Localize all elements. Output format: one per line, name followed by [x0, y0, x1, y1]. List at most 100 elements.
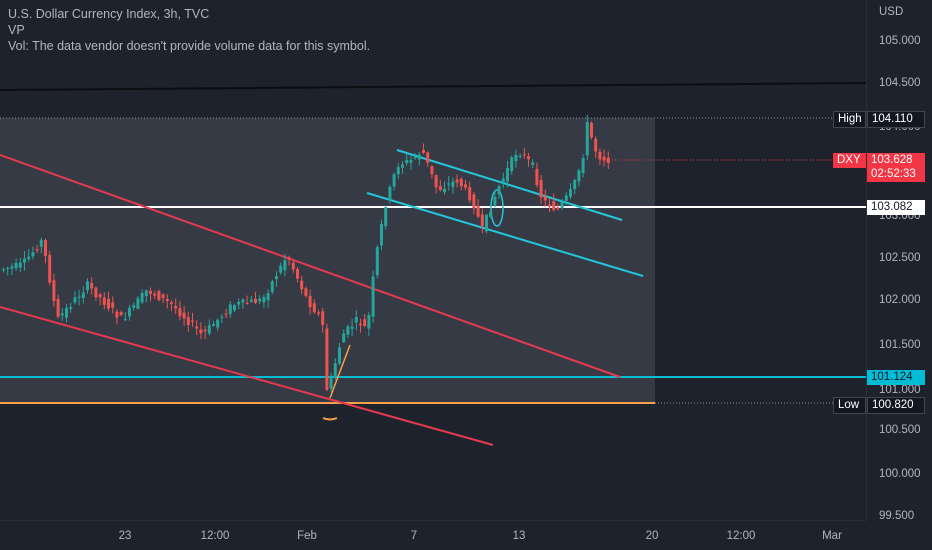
candle-body — [506, 168, 509, 182]
candle-body — [556, 207, 560, 209]
candle-body — [279, 265, 283, 273]
candle-body — [18, 262, 22, 268]
candle-body — [300, 280, 304, 290]
time-axis[interactable]: 23 12:00 Feb 7 13 20 12:00 Mar — [0, 520, 866, 550]
candle-body — [291, 262, 295, 270]
candle-body — [396, 167, 400, 175]
candle-body — [287, 257, 291, 260]
candle-body — [119, 311, 123, 316]
candle-body — [275, 276, 278, 280]
channel-cyan-upper[interactable] — [396, 149, 623, 221]
candle-body — [380, 223, 383, 246]
candle-body — [375, 246, 379, 276]
candle-body — [363, 319, 367, 326]
candle-body — [317, 312, 320, 314]
candle-body — [212, 324, 215, 326]
candle-body — [401, 164, 404, 168]
low-label: Low — [833, 397, 866, 414]
candle-body — [224, 313, 228, 315]
high-label: High — [833, 111, 866, 128]
candle-body — [216, 319, 220, 328]
candle-body — [569, 189, 572, 197]
price-tick: 101.000 — [879, 384, 921, 396]
candle-body — [111, 302, 115, 308]
price-tick: 99.500 — [879, 510, 915, 522]
candle-body — [514, 154, 518, 162]
price-chart[interactable] — [0, 0, 866, 520]
price-tick: 100.000 — [879, 468, 921, 480]
candle-body — [266, 293, 270, 301]
candle-body — [338, 347, 341, 364]
candle-body — [321, 311, 325, 325]
candle-body — [144, 290, 148, 297]
candle-body — [354, 317, 358, 323]
candle-body — [86, 281, 89, 291]
oval-marker[interactable] — [490, 189, 504, 227]
candle-body — [342, 333, 346, 343]
candle-body — [69, 307, 73, 309]
candle-body — [405, 159, 409, 163]
candle-body — [493, 196, 497, 206]
candle-body — [438, 186, 442, 191]
time-tick: Mar — [822, 530, 842, 542]
candle-body — [472, 194, 476, 209]
candlesticks — [2, 114, 610, 392]
candle-body — [52, 280, 56, 302]
indicator-vp[interactable]: VP — [8, 23, 25, 37]
time-tick: 13 — [512, 530, 526, 542]
candle-body — [518, 155, 522, 157]
candle-body — [245, 302, 249, 304]
candle-body — [497, 186, 501, 195]
candle-body — [149, 290, 152, 294]
candle-body — [350, 326, 354, 329]
candle-body — [262, 297, 266, 303]
candle-body — [115, 311, 119, 318]
time-tick: 23 — [118, 530, 132, 542]
currency-unit[interactable]: USD — [879, 6, 904, 18]
candle-body — [203, 330, 207, 332]
candle-body — [598, 151, 602, 160]
candle-body — [602, 156, 606, 161]
candle-body — [548, 204, 551, 207]
candle-body — [510, 157, 514, 172]
candle-body — [573, 180, 577, 189]
candle-body — [455, 179, 459, 183]
high-value-tag: 104.110 — [867, 111, 925, 128]
candle-body — [128, 307, 131, 317]
last-price-tag: 103.628 — [867, 153, 925, 168]
candle-body — [459, 178, 463, 187]
candle-body — [417, 154, 421, 160]
candle-body — [543, 196, 547, 201]
price-tick: 104.500 — [879, 77, 921, 89]
candle-body — [77, 296, 81, 298]
candle-body — [102, 297, 106, 305]
channel-cyan-lower[interactable] — [366, 192, 644, 277]
candle-body — [241, 299, 245, 303]
candle-body — [195, 326, 199, 329]
candle-body — [426, 152, 430, 163]
chart-area[interactable]: U.S. Dollar Currency Index, 3h, TVC VP V… — [0, 0, 866, 520]
chart-legend: U.S. Dollar Currency Index, 3h, TVC VP V… — [8, 6, 370, 54]
candle-body — [14, 262, 18, 269]
projection-line-orange[interactable] — [329, 344, 351, 399]
candle-body — [476, 205, 480, 217]
symbol-title[interactable]: U.S. Dollar Currency Index, 3h, TVC — [8, 7, 210, 21]
candle-body — [6, 267, 10, 269]
price-axis[interactable]: USD 105.000 104.500 104.000 103.000 102.… — [866, 0, 932, 522]
candle-body — [480, 214, 484, 227]
candle-body — [249, 299, 253, 302]
channel-red-lower[interactable] — [0, 306, 494, 446]
time-tick: 12:00 — [200, 530, 230, 542]
channel-red-upper[interactable] — [0, 154, 621, 378]
trendline-black[interactable] — [0, 82, 866, 91]
candle-body — [371, 276, 375, 317]
candle-body — [233, 305, 236, 311]
candle-body — [527, 156, 530, 160]
time-tick: 7 — [410, 530, 418, 542]
candle-body — [254, 298, 257, 303]
candle-body — [422, 149, 425, 153]
candle-body — [31, 252, 35, 257]
white-line-price-tag: 103.082 — [867, 200, 925, 215]
candle-body — [132, 305, 136, 308]
candle-body — [220, 316, 224, 318]
